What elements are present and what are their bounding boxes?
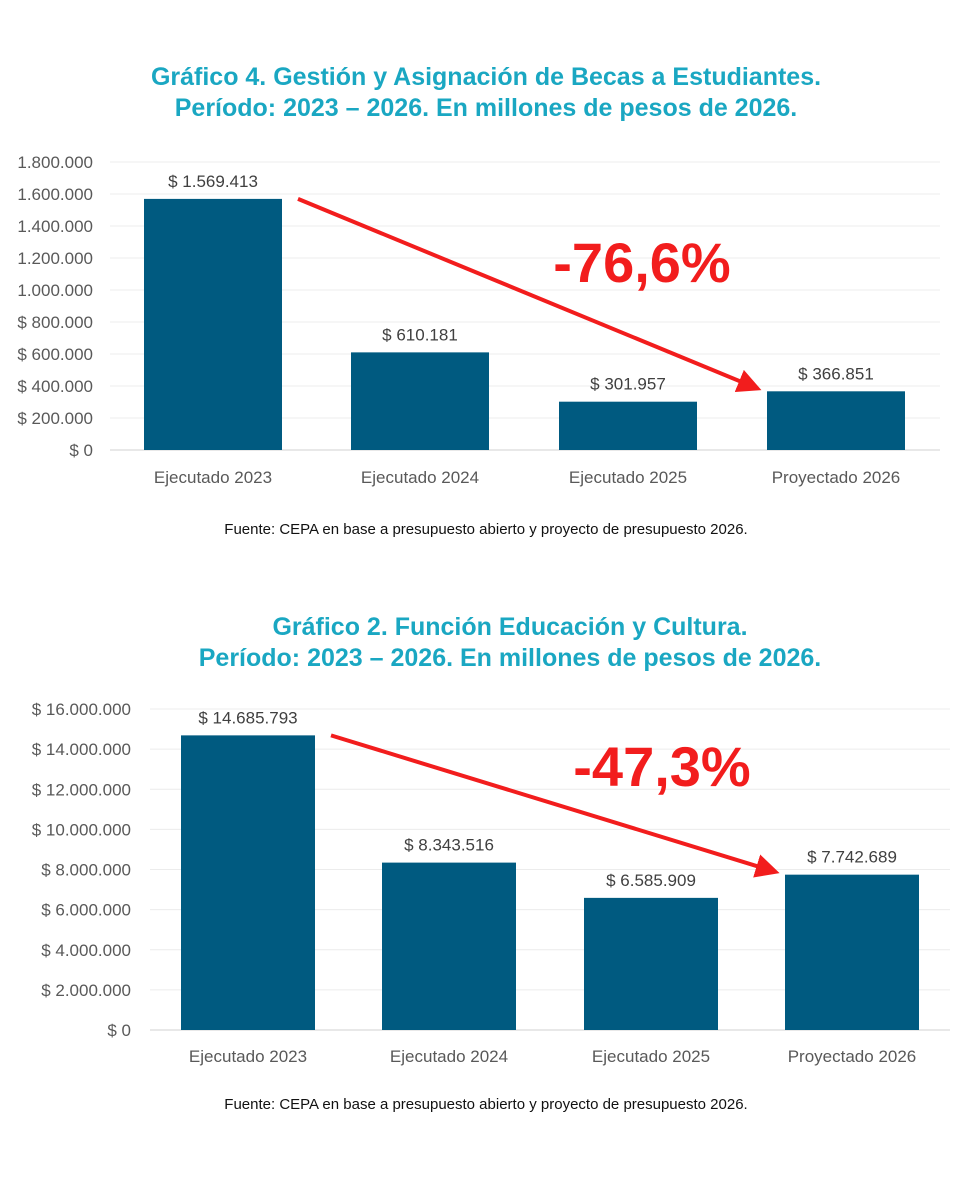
category-label: Ejecutado 2024 bbox=[361, 468, 479, 487]
y-tick-label: $ 4.000.000 bbox=[41, 941, 131, 960]
category-label: Ejecutado 2023 bbox=[154, 468, 272, 487]
chart-title-line: Período: 2023 – 2026. En millones de pes… bbox=[198, 644, 822, 672]
bar bbox=[767, 391, 905, 450]
change-annotation: -76,6% bbox=[553, 231, 730, 294]
y-tick-label: $ 0 bbox=[107, 1021, 131, 1040]
bar bbox=[181, 735, 315, 1030]
chart-title-line: Gráfico 4. Gestión y Asignación de Becas… bbox=[150, 63, 822, 91]
chart-becas: $ 0 $ 200.000 $ 400.000 $ 600.000 $ 800.000 1… bbox=[17, 153, 940, 487]
data-label: $ 366.851 bbox=[798, 364, 874, 383]
chart-panel-educacion: $ 0 $ 2.000.000 $ 4.000.000 $ 6.000.000 $ 8.… bbox=[0, 575, 960, 1200]
category-label: Ejecutado 2023 bbox=[189, 1047, 307, 1066]
y-tick-label: $ 10.000.000 bbox=[32, 820, 131, 839]
bar bbox=[559, 401, 697, 450]
chart-title: Gráfico 2. Función Educación y Cultura. … bbox=[0, 612, 960, 674]
y-tick-label: 1.800.000 bbox=[17, 153, 93, 172]
data-label: $ 7.742.689 bbox=[807, 848, 897, 867]
bar bbox=[382, 862, 516, 1030]
data-label: $ 8.343.516 bbox=[404, 836, 494, 855]
chart-educacion: $ 0 $ 2.000.000 $ 4.000.000 $ 6.000.000 $ 8.… bbox=[32, 700, 950, 1066]
y-tick-label: 1.200.000 bbox=[17, 249, 93, 268]
y-tick-label: 1.600.000 bbox=[17, 185, 93, 204]
y-tick-label: $ 200.000 bbox=[17, 409, 93, 428]
data-label: $ 301.957 bbox=[590, 375, 666, 394]
category-label: Proyectado 2026 bbox=[772, 468, 901, 487]
data-label: $ 610.181 bbox=[382, 325, 458, 344]
y-tick-label: $ 14.000.000 bbox=[32, 740, 131, 759]
y-tick-label: $ 12.000.000 bbox=[32, 780, 131, 799]
chart-source-note: Fuente: CEPA en base a presupuesto abier… bbox=[224, 1096, 748, 1113]
trend-arrow bbox=[330, 733, 780, 878]
data-label: $ 6.585.909 bbox=[606, 871, 696, 890]
bar bbox=[351, 352, 489, 450]
y-tick-label: $ 600.000 bbox=[17, 345, 93, 364]
chart-source-note: Fuente: CEPA en base a presupuesto abier… bbox=[224, 521, 748, 538]
category-label: Ejecutado 2024 bbox=[390, 1047, 508, 1066]
y-tick-label: $ 800.000 bbox=[17, 313, 93, 332]
chart-title-line: Período: 2023 – 2026. En millones de pes… bbox=[174, 94, 798, 122]
y-tick-label: $ 16.000.000 bbox=[32, 700, 131, 719]
bar bbox=[584, 897, 718, 1030]
data-label: $ 1.569.413 bbox=[168, 172, 258, 191]
data-label: $ 14.685.793 bbox=[198, 708, 297, 727]
category-label: Ejecutado 2025 bbox=[569, 468, 687, 487]
chart-title-line: Gráfico 2. Función Educación y Cultura. bbox=[272, 613, 748, 641]
bar bbox=[144, 198, 282, 450]
y-tick-label: $ 0 bbox=[69, 441, 93, 460]
trend-arrow bbox=[297, 197, 762, 393]
y-tick-label: $ 8.000.000 bbox=[41, 861, 131, 880]
chart-title: Gráfico 4. Gestión y Asignación de Becas… bbox=[0, 62, 960, 124]
chart-panel-becas: $ 0 $ 200.000 $ 400.000 $ 600.000 $ 800.000 1… bbox=[0, 0, 960, 575]
y-tick-label: 1.000.000 bbox=[17, 281, 93, 300]
y-tick-label: $ 6.000.000 bbox=[41, 901, 131, 920]
y-tick-label: $ 2.000.000 bbox=[41, 981, 131, 1000]
bar bbox=[785, 874, 919, 1030]
y-tick-label: 1.400.000 bbox=[17, 217, 93, 236]
category-label: Ejecutado 2025 bbox=[592, 1047, 710, 1066]
category-label: Proyectado 2026 bbox=[788, 1047, 917, 1066]
y-tick-label: $ 400.000 bbox=[17, 377, 93, 396]
change-annotation: -47,3% bbox=[573, 735, 750, 798]
